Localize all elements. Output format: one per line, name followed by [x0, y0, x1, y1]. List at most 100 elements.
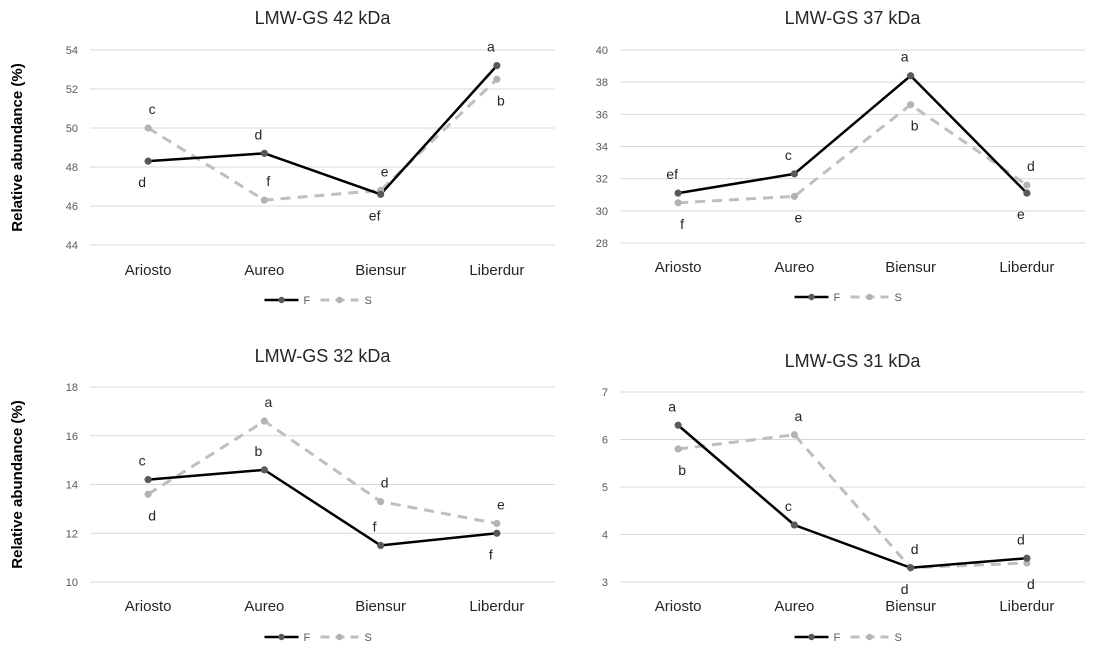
x-category-label: Ariosto — [655, 598, 702, 615]
chart-panel-4: LMW-GS 31 kDa 3 4 5 6 7 Ariosto Aureo Biensur Lib… — [602, 351, 1085, 644]
data-point-S — [144, 124, 152, 132]
y-tick-label: 12 — [66, 528, 78, 540]
chart-panel-3: LMW-GS 32 kDa 10 12 14 16 18 Ariosto Aureo Biens… — [9, 346, 555, 644]
y-tick-label: 16 — [66, 431, 78, 443]
x-category-label: Biensur — [355, 598, 406, 615]
y-tick-label: 14 — [66, 480, 78, 492]
y-tick-label: 18 — [66, 382, 78, 394]
y-tick-label: 36 — [596, 109, 608, 121]
data-point-S — [674, 199, 682, 207]
legend-label-S: S — [365, 295, 372, 307]
series-line-F — [148, 468, 498, 547]
legend-marker-S — [866, 633, 873, 641]
significance-letter: b — [254, 443, 262, 459]
significance-letter: e — [1017, 206, 1025, 222]
significance-letter: f — [489, 546, 493, 562]
y-axis-label: Relative abundance (%) — [9, 63, 26, 231]
legend-marker-F — [808, 293, 815, 301]
y-tick-label: 10 — [66, 577, 78, 589]
y-tick-label: 54 — [66, 45, 78, 57]
significance-letter: c — [149, 101, 156, 117]
significance-letter: a — [901, 49, 909, 65]
data-point-S — [493, 75, 501, 83]
y-tick-label: 34 — [596, 142, 608, 154]
y-tick-label: 6 — [602, 435, 608, 447]
data-point-F — [493, 62, 501, 70]
significance-letter: d — [148, 507, 156, 523]
legend-marker-F — [808, 633, 815, 641]
series-line-S — [147, 419, 498, 525]
y-tick-label: 4 — [602, 530, 608, 542]
significance-letter: e — [381, 163, 389, 179]
data-point-F — [790, 170, 798, 178]
significance-letter: e — [497, 497, 505, 513]
data-point-S — [493, 519, 501, 528]
x-category-label: Liberdur — [469, 598, 524, 615]
significance-letter: d — [901, 581, 909, 597]
series-line-S — [147, 78, 498, 202]
x-category-label: Biensur — [355, 262, 406, 279]
x-category-label: Aureo — [244, 262, 284, 279]
significance-letter: e — [794, 209, 802, 225]
data-point-F — [260, 466, 268, 474]
series-line-S — [677, 433, 1027, 570]
significance-letter: ef — [369, 207, 381, 223]
x-category-label: Liberdur — [999, 259, 1054, 276]
legend-marker-S — [336, 633, 343, 641]
significance-letter: b — [497, 92, 505, 108]
data-point-F — [144, 157, 152, 165]
data-point-F — [493, 529, 501, 537]
y-tick-label: 52 — [66, 84, 78, 96]
y-tick-label: 48 — [66, 162, 78, 174]
data-point-F — [144, 476, 152, 484]
legend-label-S: S — [895, 292, 902, 304]
legend-marker-S — [866, 293, 873, 301]
x-category-label: Aureo — [774, 259, 814, 276]
legend-label-S: S — [365, 632, 372, 644]
data-point-F — [1023, 554, 1031, 562]
series-line-F — [677, 424, 1027, 569]
y-tick-label: 40 — [596, 45, 608, 57]
x-category-label: Aureo — [244, 598, 284, 615]
y-tick-label: 46 — [66, 201, 78, 213]
significance-letter: f — [266, 173, 270, 189]
y-axis-label: Relative abundance (%) — [9, 400, 26, 568]
data-point-S — [377, 497, 385, 506]
data-point-F — [907, 564, 915, 572]
data-point-S — [907, 101, 915, 109]
x-category-label: Ariosto — [125, 262, 172, 279]
data-point-F — [260, 149, 268, 157]
legend-label-F: F — [304, 632, 311, 644]
significance-letter: d — [1027, 158, 1035, 174]
data-point-F — [907, 72, 915, 80]
series-line-S — [678, 103, 1028, 205]
legend-marker-F — [278, 633, 285, 641]
legend-label-F: F — [304, 295, 311, 307]
significance-letter: d — [381, 475, 389, 491]
data-point-F — [1023, 189, 1031, 197]
legend-label-F: F — [834, 292, 841, 304]
chart-title: LMW-GS 37 kDa — [785, 8, 922, 28]
y-tick-label: 7 — [602, 387, 608, 399]
series-line-F — [677, 74, 1028, 195]
y-tick-label: 50 — [66, 123, 78, 135]
significance-letter: ef — [666, 166, 678, 182]
significance-letter: a — [668, 398, 676, 414]
data-point-F — [377, 190, 385, 198]
significance-letter: c — [785, 498, 792, 514]
data-point-F — [377, 541, 385, 550]
x-category-label: Biensur — [885, 259, 936, 276]
chart-title: LMW-GS 42 kDa — [255, 8, 392, 28]
chart-panel-1: LMW-GS 42 kDa 44 46 48 50 52 54 Ariosto Aureo Bie… — [9, 8, 555, 307]
legend-label-S: S — [895, 632, 902, 644]
significance-letter: c — [139, 453, 146, 469]
x-category-label: Ariosto — [655, 259, 702, 276]
significance-letter: a — [264, 394, 272, 410]
data-point-S — [790, 431, 798, 439]
data-point-S — [260, 196, 268, 204]
significance-letter: d — [1027, 576, 1035, 592]
